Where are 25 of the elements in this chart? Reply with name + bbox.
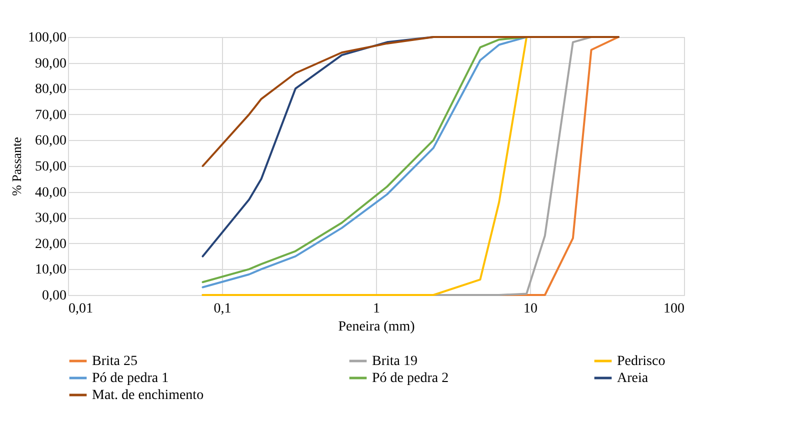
x-tick-label: 10 [524, 302, 538, 316]
y-tick-label: 10,00 [35, 262, 66, 278]
legend-label: Pó de pedra 2 [372, 371, 449, 386]
y-tick-label: 40,00 [35, 185, 66, 200]
legend-label: Areia [617, 371, 649, 386]
y-tick-label: 0,00 [42, 288, 66, 304]
y-tick-label: 60,00 [35, 134, 66, 149]
y-axis-title: % Passante [9, 136, 24, 196]
x-tick-label: 100 [664, 302, 684, 316]
legend-label: Pedrisco [617, 354, 666, 369]
y-tick-label: 30,00 [35, 211, 66, 226]
legend-label: Brita 25 [92, 354, 138, 369]
y-tick-label: 80,00 [35, 82, 66, 98]
x-tick-label: 0,1 [214, 302, 232, 316]
x-axis-title: Peneira (mm) [338, 320, 416, 334]
y-tick-label: 50,00 [35, 160, 66, 174]
legend-label: Brita 19 [372, 354, 418, 369]
legend-label: Pó de pedra 1 [92, 371, 169, 386]
y-tick-label: 100,00 [28, 30, 66, 46]
x-tick-label: 1 [373, 302, 380, 316]
y-tick-label: 20,00 [35, 236, 66, 252]
x-tick-label: 0,01 [68, 302, 93, 316]
y-tick-label: 70,00 [35, 108, 66, 123]
y-tick-label: 90,00 [35, 56, 66, 72]
legend-label: Mat. de enchimento [92, 388, 204, 403]
